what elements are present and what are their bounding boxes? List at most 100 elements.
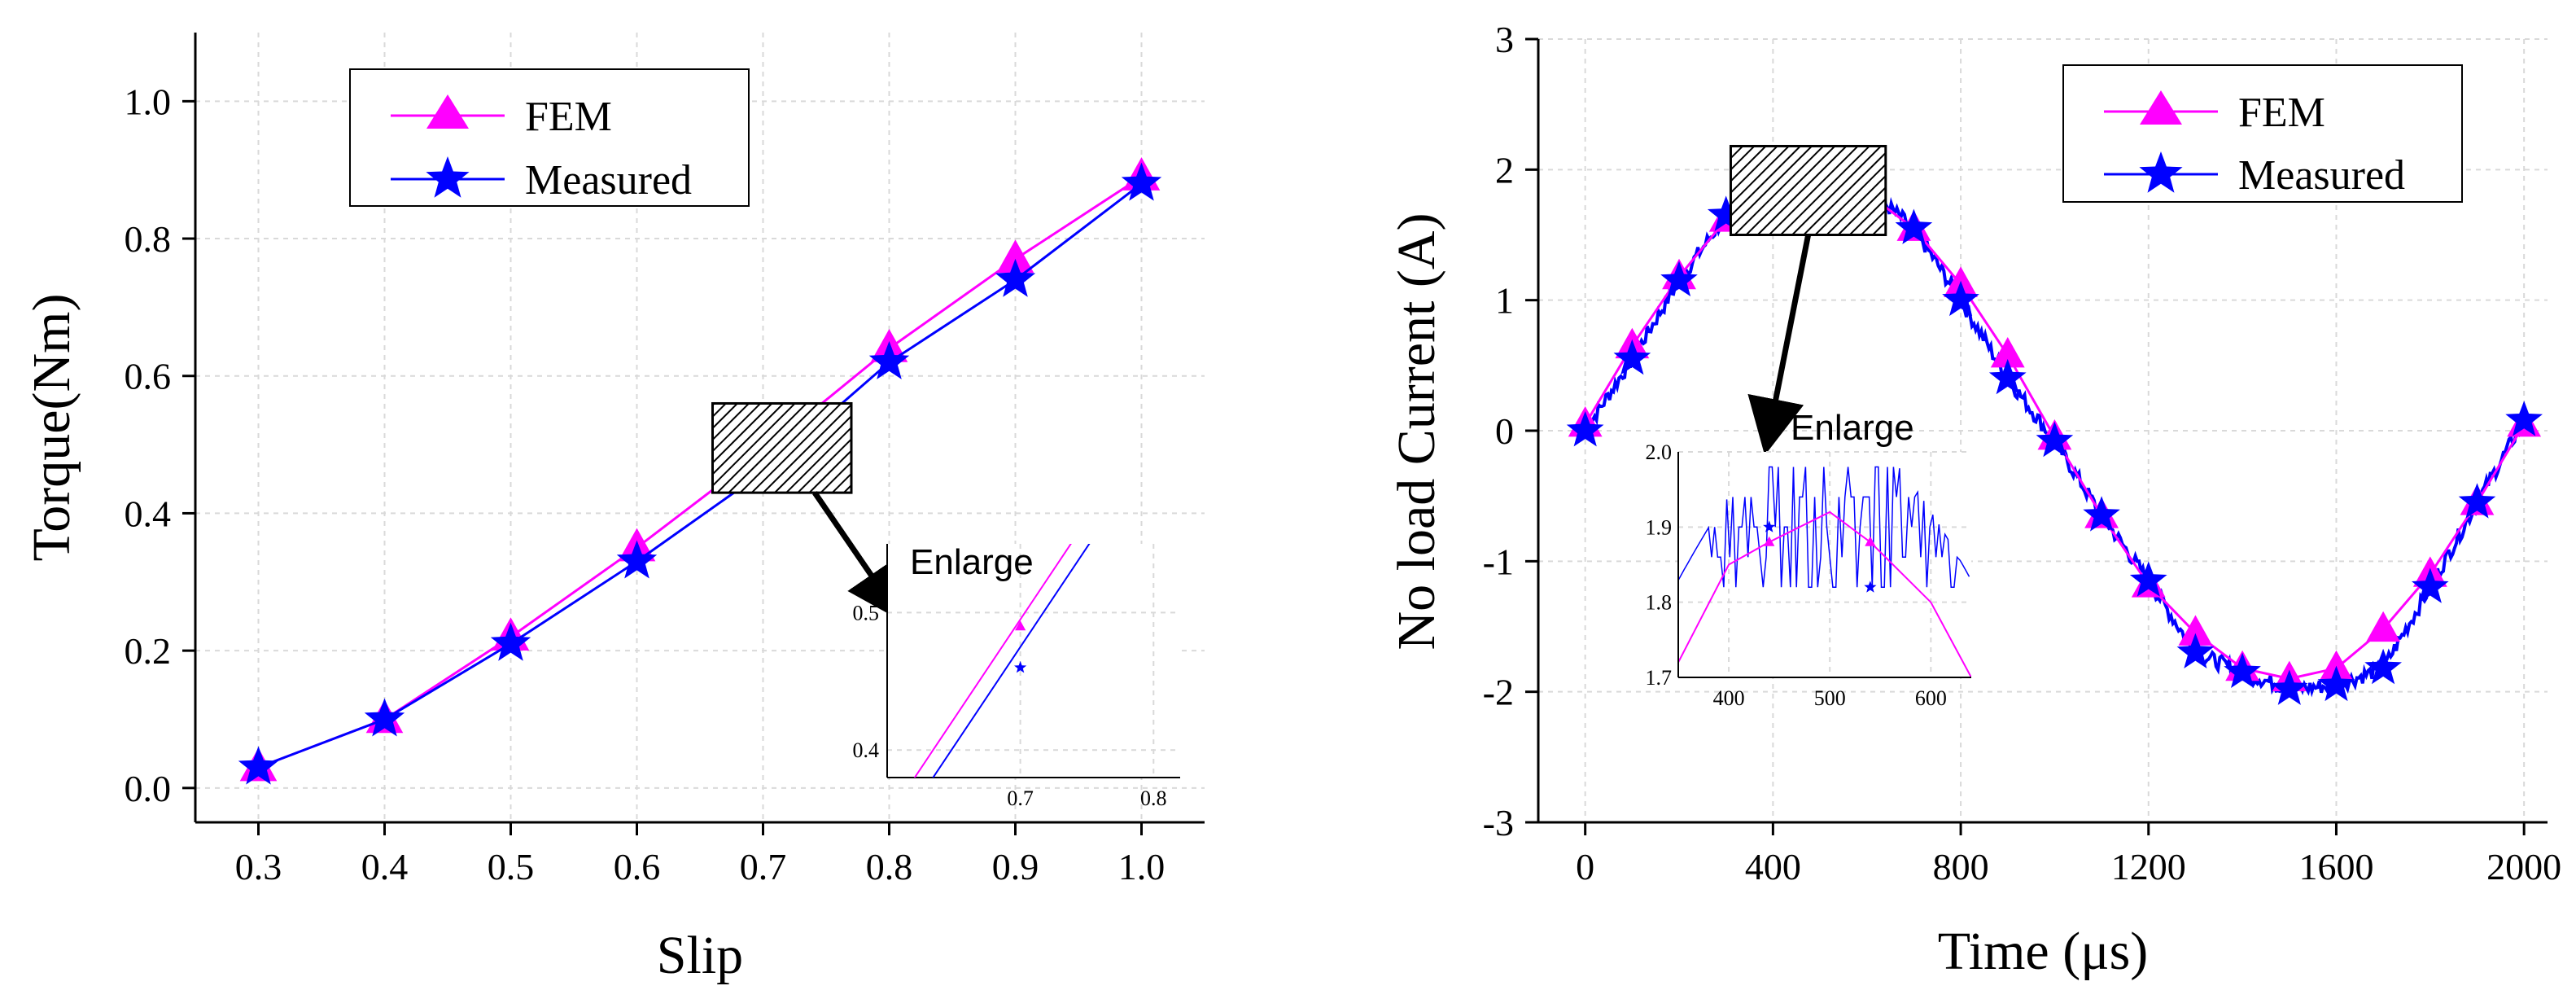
y-tick-label: 0.2	[125, 630, 172, 672]
measured-marker	[2036, 421, 2074, 458]
measured-marker	[1988, 358, 2027, 395]
y-tick-label: 0.8	[125, 218, 172, 260]
fem-legend-marker	[2140, 90, 2182, 125]
tick-labels: 0.3 0.4 0.5 0.6 0.7 0.8 0.9 1.0 0.0 0.2 0.4 0.6 0.8 1…	[125, 81, 1166, 887]
y-tick-label: 1	[1495, 280, 1514, 322]
y-tick-label: 0.0	[125, 768, 172, 809]
legend-measured-label: Measured	[2238, 152, 2405, 199]
fem-marker	[2366, 611, 2401, 642]
fem-inset-marker	[1764, 536, 1775, 546]
measured-marker	[2129, 561, 2167, 597]
inset-y-tick-label: 2.0	[1646, 440, 1673, 464]
legend-measured-label: Measured	[525, 157, 692, 204]
fem-marker	[996, 239, 1034, 274]
enlarge-label: Enlarge	[910, 542, 1034, 582]
legend-fem-label: FEM	[2238, 90, 2325, 136]
enlarge-label: Enlarge	[1791, 408, 1914, 448]
inset-plot: 0.4 0.5 0.7 0.8	[853, 544, 1180, 810]
x-tick-label: 0.3	[235, 846, 282, 887]
measured-inset-marker	[1763, 520, 1776, 532]
x-tick-label: 0.4	[361, 846, 409, 887]
y-tick-label: 0	[1495, 410, 1514, 452]
y-tick-label: -1	[1483, 541, 1514, 582]
fem-legend-marker	[426, 94, 469, 129]
x-tick-label: 1.0	[1118, 846, 1166, 887]
measured-marker	[2271, 669, 2308, 705]
measured-marker	[1121, 162, 1162, 201]
x-tick-label: 0.9	[992, 846, 1039, 887]
enlarge-arrow	[812, 491, 903, 622]
measured-marker	[1942, 280, 1979, 317]
measured-marker	[364, 698, 405, 737]
measured-marker	[2458, 483, 2496, 519]
measured-marker	[490, 622, 531, 661]
x-tick-label: 800	[1933, 846, 1989, 887]
current-chart: 0 400 800 1200 1600 2000 -3 -2 -1 0 1 2 3 1.7 1.8 1.9 2…	[1387, 19, 2561, 981]
fem-marker	[2319, 650, 2354, 681]
measured-inset-marker	[1014, 660, 1027, 673]
inset-x-tick-label: 500	[1814, 686, 1846, 710]
x-axis-label: Time (μs)	[1938, 922, 2149, 981]
fem-inset-line	[913, 544, 1072, 778]
inset-x-tick-label: 0.8	[1140, 786, 1167, 810]
measured-inset-line	[932, 544, 1091, 778]
y-tick-label: 1.0	[125, 81, 172, 122]
fem-marker	[1990, 337, 2025, 368]
y-tick-label: -2	[1483, 672, 1514, 713]
y-tick-label: 0.6	[125, 356, 172, 397]
inset-background	[887, 544, 1180, 778]
x-tick-label: 2000	[2486, 846, 2561, 887]
x-tick-label: 0.7	[740, 846, 787, 887]
measured-marker	[2317, 665, 2355, 702]
x-tick-label: 400	[1745, 846, 1801, 887]
fem-inset-line	[1678, 510, 1971, 677]
y-axis-label: Torque(Nm)	[22, 294, 81, 562]
inset-y-tick-label: 0.4	[853, 738, 880, 762]
x-tick-label: 0.8	[866, 846, 913, 887]
enlarge-arrow	[1747, 234, 1812, 456]
highlight-region	[711, 401, 853, 494]
measured-inset-marker	[1864, 581, 1877, 593]
x-tick-label: 0	[1576, 846, 1594, 887]
measured-marker	[1895, 208, 1933, 244]
fem-inset-marker	[1014, 620, 1026, 631]
x-tick-label: 1200	[2111, 846, 2186, 887]
x-tick-label: 0.6	[614, 846, 661, 887]
y-tick-label: 0.4	[125, 493, 172, 534]
fem-inset-marker	[1865, 536, 1876, 546]
fem-marker	[2178, 615, 2213, 646]
measured-marker	[1660, 261, 1698, 296]
inset-x-tick-label: 600	[1915, 686, 1947, 710]
tick-labels: 0 400 800 1200 1600 2000 -3 -2 -1 0 1 2 3	[1483, 19, 2561, 887]
torque-chart: 0.3 0.4 0.5 0.6 0.7 0.8 0.9 1.0 0.0 0.2 0.4 0.6 0.8 1…	[22, 33, 1205, 985]
measured-marker	[2224, 652, 2261, 688]
legend-fem-label: FEM	[525, 94, 612, 140]
legend: FEM Measured	[2062, 64, 2463, 203]
measured-marker	[995, 258, 1036, 297]
measured-marker	[2505, 401, 2543, 436]
inset-y-tick-label: 1.8	[1646, 591, 1673, 615]
inset-plot: 1.7 1.8 1.9 2.0 400 500 600	[1646, 440, 1971, 710]
axes	[194, 33, 1205, 824]
measured-marker	[1566, 411, 1604, 447]
measured-legend-marker	[426, 156, 470, 198]
inset-y-tick-label: 0.5	[853, 601, 880, 624]
y-tick-label: -3	[1483, 802, 1514, 843]
inset-x-tick-label: 0.7	[1007, 786, 1034, 810]
measured-inset-line	[1678, 466, 1970, 588]
x-tick-label: 0.5	[488, 846, 535, 887]
inset-y-tick-label: 1.9	[1646, 515, 1673, 539]
measured-marker	[868, 340, 910, 379]
measured-marker	[2083, 496, 2120, 532]
measured-marker	[2176, 633, 2215, 668]
measured-legend-marker	[2139, 151, 2183, 193]
inset-y-tick-label: 1.7	[1646, 666, 1673, 690]
measured-marker	[616, 540, 658, 579]
measured-marker	[238, 746, 279, 785]
y-tick-label: 3	[1495, 19, 1514, 60]
y-tick-label: 2	[1495, 149, 1514, 191]
x-tick-label: 1600	[2298, 846, 2373, 887]
measured-marker	[1707, 195, 1745, 231]
measured-marker	[2412, 567, 2449, 603]
